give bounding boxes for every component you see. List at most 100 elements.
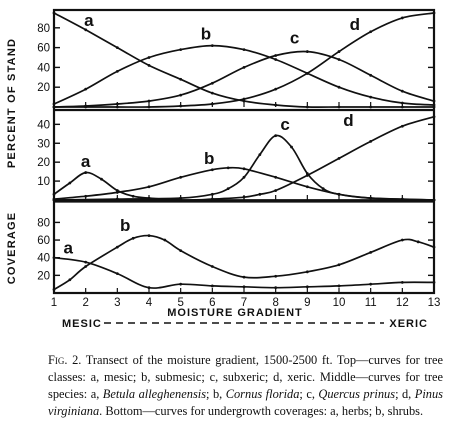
data-point <box>84 28 88 32</box>
curve-middle-c <box>53 134 435 201</box>
data-point <box>337 284 341 288</box>
data-point <box>242 48 246 51</box>
y-tick-label: 80 <box>37 217 50 229</box>
data-point <box>274 274 278 278</box>
curve-labels: a b c d a b c d a b <box>64 11 361 257</box>
species-name: Quercus prinus <box>318 387 396 401</box>
data-point <box>163 238 167 242</box>
data-point <box>115 69 119 73</box>
data-point <box>432 11 436 15</box>
data-point <box>369 282 373 286</box>
data-point <box>84 194 88 198</box>
curve-bottom-a <box>53 256 435 289</box>
y-tick-label: 80 <box>37 23 50 35</box>
curve-middle-d <box>53 115 435 201</box>
data-point <box>305 105 309 109</box>
data-point <box>84 260 88 264</box>
data-point <box>305 71 309 75</box>
x-tick-label: 4 <box>146 297 153 309</box>
x-tick-label: 9 <box>304 297 310 309</box>
x-tick-label: 3 <box>114 297 120 309</box>
curve-label-top-d: d <box>350 15 360 34</box>
caption-text: ; b, <box>206 387 226 401</box>
data-point <box>226 187 230 191</box>
caption-text: ; c, <box>299 387 319 401</box>
data-point <box>210 81 214 85</box>
curve-label-top-b: b <box>201 25 211 44</box>
xeric-label: XERIC <box>389 318 428 330</box>
x-tick-label: 8 <box>272 297 278 309</box>
data-point <box>84 105 88 109</box>
data-point <box>84 87 88 91</box>
data-point <box>274 175 278 179</box>
caption-body: Transect of the moisture gradient, 1500-… <box>48 353 443 418</box>
data-point <box>210 102 214 106</box>
data-point <box>369 139 373 143</box>
data-point <box>84 265 88 268</box>
data-point <box>147 105 151 109</box>
y-tick-label: 40 <box>37 119 50 131</box>
gradient-labels: MOISTURE GRADIENT MESIC XERIC <box>62 307 428 330</box>
data-point <box>258 153 262 157</box>
curve-bottom-b <box>53 234 435 291</box>
data-point <box>290 145 293 149</box>
x-axis-label: MOISTURE GRADIENT <box>167 307 303 319</box>
species-name: Cornus florida <box>225 387 300 401</box>
data-point <box>432 245 436 249</box>
curve-label-middle-a: a <box>81 152 91 171</box>
curve-label-top-a: a <box>84 11 94 30</box>
data-point <box>400 105 404 109</box>
data-point <box>210 284 214 288</box>
x-tick-label: 1 <box>51 297 57 309</box>
data-point <box>131 194 135 198</box>
data-point <box>115 191 119 194</box>
data-point <box>179 282 183 286</box>
data-point <box>369 251 373 254</box>
data-point <box>210 192 214 196</box>
data-point <box>179 48 183 51</box>
y-tick-label: 20 <box>37 157 50 169</box>
data-point <box>337 85 341 89</box>
y-tick-label: 20 <box>37 270 50 282</box>
data-point <box>305 50 309 53</box>
data-point <box>100 177 103 181</box>
data-point <box>337 192 341 196</box>
data-point <box>337 156 341 160</box>
data-point <box>400 16 404 20</box>
data-point <box>337 263 341 267</box>
y-axis-title-stand: PERCENT OF STAND <box>6 38 18 168</box>
data-point <box>242 275 246 279</box>
data-point <box>210 265 214 268</box>
data-point <box>242 167 246 171</box>
data-point <box>242 175 246 179</box>
data-point <box>274 134 278 138</box>
data-point <box>416 240 420 244</box>
data-point <box>369 196 373 200</box>
data-point <box>337 58 341 61</box>
data-point <box>84 171 88 174</box>
data-point <box>147 99 151 103</box>
caption-text: ; d, <box>395 387 415 401</box>
data-point <box>305 285 309 289</box>
data-point <box>242 195 246 199</box>
data-point <box>400 124 404 128</box>
x-tick-label: 13 <box>428 297 441 309</box>
data-point <box>179 77 183 81</box>
curve-label-middle-d: d <box>343 111 353 130</box>
data-point <box>274 189 278 192</box>
data-point <box>210 44 214 48</box>
data-point <box>432 103 436 107</box>
data-point <box>115 46 119 50</box>
data-point <box>337 105 341 109</box>
caption-text: Transect of the moisture gradient, 1500-… <box>48 353 443 401</box>
y-tick-label: 60 <box>37 235 50 247</box>
data-point <box>115 105 119 109</box>
curve-label-middle-c: c <box>280 115 289 134</box>
data-point <box>52 256 56 260</box>
data-point <box>210 197 214 201</box>
y-tick-label: 40 <box>37 62 50 74</box>
data-point <box>131 236 135 240</box>
data-point <box>52 11 56 15</box>
data-point <box>226 166 230 170</box>
